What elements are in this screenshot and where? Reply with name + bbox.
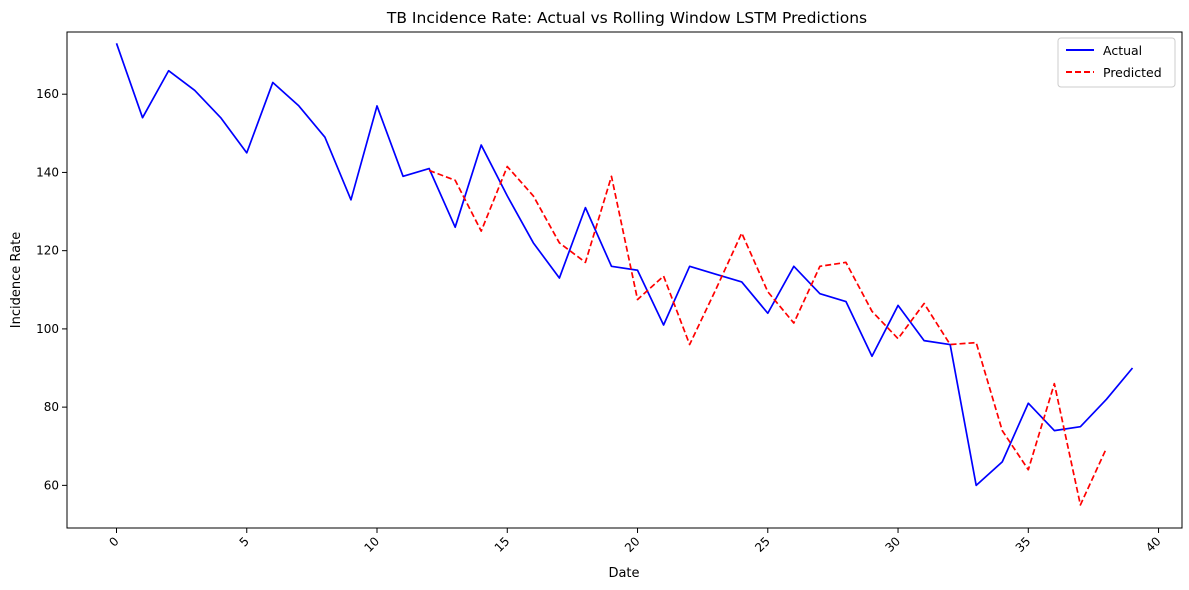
data-point-predicted bbox=[923, 303, 925, 305]
x-axis-label: Date bbox=[608, 566, 639, 581]
data-point-actual bbox=[663, 324, 665, 326]
data-point-predicted bbox=[533, 195, 535, 197]
data-point-actual bbox=[533, 242, 535, 244]
legend-label-predicted: Predicted bbox=[1103, 65, 1162, 80]
data-point-predicted bbox=[637, 299, 639, 301]
data-point-actual bbox=[402, 176, 404, 178]
data-point-actual bbox=[1054, 430, 1056, 432]
data-point-predicted bbox=[949, 344, 951, 346]
data-point-predicted bbox=[975, 342, 977, 344]
y-tick-label: 160 bbox=[36, 87, 59, 101]
y-tick-label: 140 bbox=[36, 165, 59, 179]
data-point-predicted bbox=[845, 262, 847, 264]
data-point-actual bbox=[428, 168, 430, 170]
data-point-predicted bbox=[897, 338, 899, 340]
data-point-actual bbox=[1106, 399, 1108, 401]
data-point-predicted bbox=[767, 291, 769, 293]
y-tick-label: 100 bbox=[36, 322, 59, 336]
data-point-predicted bbox=[559, 242, 561, 244]
data-point-predicted bbox=[715, 289, 717, 291]
legend-label-actual: Actual bbox=[1103, 43, 1142, 58]
data-point-actual bbox=[142, 117, 144, 119]
data-point-predicted bbox=[1080, 504, 1082, 506]
data-point-actual bbox=[611, 266, 613, 268]
data-point-actual bbox=[480, 144, 482, 146]
data-point-actual bbox=[298, 105, 300, 107]
data-point-actual bbox=[220, 117, 222, 119]
data-point-actual bbox=[923, 340, 925, 342]
data-point-actual bbox=[845, 301, 847, 303]
data-point-predicted bbox=[480, 230, 482, 232]
data-point-predicted bbox=[871, 310, 873, 312]
data-point-actual bbox=[819, 293, 821, 295]
data-point-actual bbox=[272, 82, 274, 84]
legend: Actual Predicted bbox=[1057, 37, 1176, 88]
data-point-actual bbox=[350, 199, 352, 201]
data-point-predicted bbox=[1106, 447, 1108, 449]
data-point-actual bbox=[793, 266, 795, 268]
data-point-actual bbox=[689, 266, 691, 268]
data-point-predicted bbox=[793, 322, 795, 324]
y-tick-label: 60 bbox=[44, 478, 59, 492]
data-point-predicted bbox=[663, 275, 665, 277]
data-point-actual bbox=[116, 43, 118, 45]
data-point-actual bbox=[1132, 367, 1134, 369]
plot-area bbox=[115, 43, 1134, 506]
data-point-predicted bbox=[585, 262, 587, 264]
data-point-actual bbox=[246, 152, 248, 154]
data-point-predicted bbox=[454, 179, 456, 181]
data-point-actual bbox=[1028, 402, 1030, 404]
data-point-predicted bbox=[1001, 430, 1003, 432]
data-point-actual bbox=[767, 312, 769, 314]
data-point-actual bbox=[741, 281, 743, 283]
data-point-predicted bbox=[741, 232, 743, 234]
data-point-predicted bbox=[819, 266, 821, 268]
data-point-actual bbox=[559, 277, 561, 279]
y-tick-label: 80 bbox=[44, 400, 59, 414]
data-point-predicted bbox=[689, 344, 691, 346]
y-tick-label: 120 bbox=[36, 244, 59, 258]
data-point-actual bbox=[194, 89, 196, 91]
series-line-actual bbox=[115, 43, 1134, 487]
data-point-predicted bbox=[611, 176, 613, 178]
data-point-predicted bbox=[1028, 469, 1030, 471]
data-point-actual bbox=[637, 269, 639, 271]
data-point-predicted bbox=[428, 170, 430, 172]
data-point-predicted bbox=[1054, 383, 1056, 385]
data-point-actual bbox=[897, 305, 899, 307]
data-point-actual bbox=[168, 70, 170, 72]
plot-frame bbox=[66, 31, 1183, 529]
y-axis-label: Incidence Rate bbox=[9, 232, 24, 328]
data-point-actual bbox=[715, 273, 717, 275]
y-axis: 60 80 100 120 140 160 bbox=[36, 87, 67, 492]
data-point-actual bbox=[585, 207, 587, 209]
chart-title: TB Incidence Rate: Actual vs Rolling Win… bbox=[386, 9, 867, 27]
data-point-actual bbox=[871, 355, 873, 357]
data-point-predicted bbox=[506, 166, 508, 168]
data-point-actual bbox=[975, 485, 977, 487]
data-point-actual bbox=[1080, 426, 1082, 428]
data-point-actual bbox=[376, 105, 378, 107]
data-point-actual bbox=[1001, 461, 1003, 463]
data-point-actual bbox=[324, 136, 326, 138]
data-point-actual bbox=[454, 226, 456, 228]
data-point-actual bbox=[506, 195, 508, 197]
series-line-predicted bbox=[428, 165, 1108, 506]
